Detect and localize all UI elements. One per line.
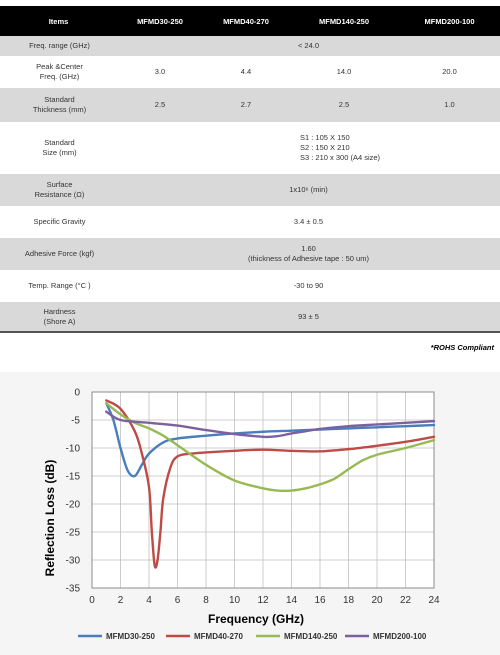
x-tick-label: 22	[400, 595, 412, 606]
x-tick-label: 2	[118, 595, 124, 606]
row-value: 1x10⁶ (min)	[117, 174, 500, 206]
row-cell: 4.4	[203, 56, 289, 88]
row-temp-range: Temp. Range (°C ) -30 to 90	[0, 270, 500, 302]
legend-label: MFMD200-100	[373, 632, 427, 641]
row-cell: 3.0	[117, 56, 203, 88]
table-header-row: Items MFMD30-250 MFMD40-270 MFMD140-250 …	[0, 6, 500, 36]
row-label: Standard Thickness (mm)	[0, 88, 117, 122]
header-mfmd40-270: MFMD40-270	[203, 6, 289, 36]
row-cell: 1.0	[399, 88, 500, 122]
row-label: Hardness (Shore A)	[0, 302, 117, 333]
y-tick-label: -5	[71, 416, 80, 427]
chart-axes: 0-5-10-15-20-25-30-350 2 4 6 8 10 12 14 16 18 20 22…	[66, 388, 440, 607]
row-label: Standard Size (mm)	[0, 122, 117, 174]
row-cell: 2.5	[289, 88, 399, 122]
header-mfmd140-250: MFMD140-250	[289, 6, 399, 36]
row-value: S1 : 105 X 150 S2 : 150 X 210 S3 : 210 x…	[117, 122, 500, 174]
row-peak-freq: Peak &Center Freq. (GHz) 3.0 4.4 14.0 20…	[0, 56, 500, 88]
x-tick-label: 0	[89, 595, 95, 606]
header-items: Items	[0, 6, 117, 36]
row-value: 93 ± 5	[117, 302, 500, 333]
x-tick-label: 24	[428, 595, 440, 606]
header-mfmd200-100: MFMD200-100	[399, 6, 500, 36]
chart-svg: 0-5-10-15-20-25-30-350 2 4 6 8 10 12 14 16 18 20 22…	[0, 372, 500, 655]
y-tick-label: -25	[66, 528, 81, 539]
reflection-loss-chart: 0 -5 -10 -15 -20 -25 -30 -35 0 2 4 6 8 10 12 14 16 18 20 22…	[0, 372, 500, 655]
x-tick-label: 14	[286, 595, 298, 606]
row-cell: 2.5	[117, 88, 203, 122]
y-tick-label: -30	[66, 556, 81, 567]
row-thickness: Standard Thickness (mm) 2.5 2.7 2.5 1.0	[0, 88, 500, 122]
header-mfmd30-250: MFMD30-250	[117, 6, 203, 36]
chart-legend: MFMD30-250 MFMD40-270 MFMD140-250 MFMD200-1…	[78, 632, 427, 641]
x-tick-label: 16	[314, 595, 326, 606]
row-value: < 24.0	[117, 36, 500, 56]
row-cell: 2.7	[203, 88, 289, 122]
x-tick-label: 12	[257, 595, 269, 606]
x-tick-label: 10	[229, 595, 241, 606]
row-size: Standard Size (mm) S1 : 105 X 150 S2 : 1…	[0, 122, 500, 174]
row-freq-range: Freq. range (GHz) < 24.0	[0, 36, 500, 56]
chart-series	[105, 399, 436, 569]
row-label: Temp. Range (°C )	[0, 270, 117, 302]
row-cell: 14.0	[289, 56, 399, 88]
row-surface-resistance: Surface Resistance (Ω) 1x10⁶ (min)	[0, 174, 500, 206]
series-line-mfmd30-250	[105, 402, 436, 478]
plot-border	[91, 391, 435, 589]
row-label: Adhesive Force (kgf)	[0, 238, 117, 270]
x-tick-label: 8	[203, 595, 209, 606]
legend-label: MFMD140-250	[284, 632, 338, 641]
series-line-mfmd140-250	[105, 402, 436, 493]
row-value: 1.60 (thickness of Adhesive tape : 50 um…	[117, 238, 500, 270]
row-hardness: Hardness (Shore A) 93 ± 5	[0, 302, 500, 333]
y-tick-label: -20	[66, 500, 81, 511]
series-line-mfmd200-100	[105, 410, 436, 439]
row-cell: 20.0	[399, 56, 500, 88]
x-axis-title: Frequency (GHz)	[208, 612, 304, 626]
row-label: Freq. range (GHz)	[0, 36, 117, 56]
x-tick-label: 6	[175, 595, 181, 606]
legend-label: MFMD40-270	[194, 632, 243, 641]
x-tick-label: 4	[146, 595, 152, 606]
y-tick-label: 0	[74, 388, 80, 399]
row-label: Surface Resistance (Ω)	[0, 174, 117, 206]
row-label: Peak &Center Freq. (GHz)	[0, 56, 117, 88]
x-tick-label: 18	[343, 595, 355, 606]
spec-table: Items MFMD30-250 MFMD40-270 MFMD140-250 …	[0, 6, 500, 333]
x-tick-label: 20	[371, 595, 383, 606]
legend-label: MFMD30-250	[106, 632, 155, 641]
rohs-compliant-note: *ROHS Compliant	[430, 343, 494, 352]
row-specific-gravity: Specific Gravity 3.4 ± 0.5	[0, 206, 500, 238]
series-line-mfmd40-270	[105, 399, 436, 569]
row-value: 3.4 ± 0.5	[117, 206, 500, 238]
y-tick-label: -15	[66, 472, 81, 483]
row-value: -30 to 90	[117, 270, 500, 302]
row-adhesive-force: Adhesive Force (kgf) 1.60 (thickness of …	[0, 238, 500, 270]
y-tick-label: -10	[66, 444, 81, 455]
row-label: Specific Gravity	[0, 206, 117, 238]
y-tick-label: -35	[66, 584, 81, 595]
y-axis-title: Reflection Loss (dB)	[43, 460, 57, 577]
